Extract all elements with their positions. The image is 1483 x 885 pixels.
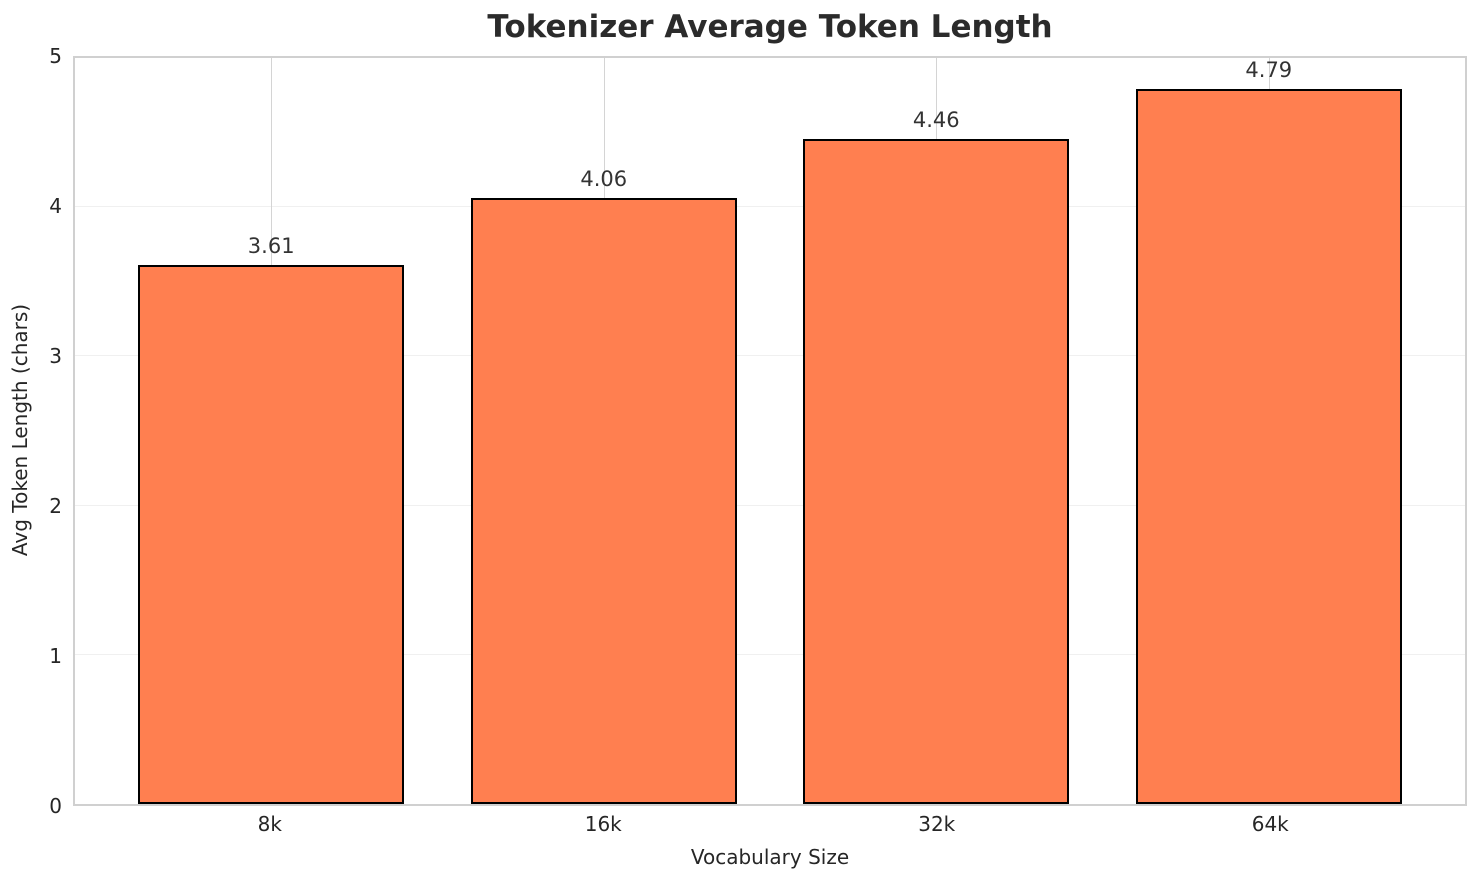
x-tick-label: 8k <box>257 812 282 836</box>
y-tick-label: 4 <box>49 194 62 218</box>
h-gridline <box>75 653 1465 655</box>
bar-value-label: 3.61 <box>247 234 295 259</box>
x-tick-label: 64k <box>1251 812 1289 836</box>
x-tick-label: 32k <box>918 812 956 836</box>
y-tick-label: 0 <box>49 794 62 818</box>
x-axis-ticks: 8k 16k 32k 64k <box>73 812 1467 838</box>
bar-value-label: 4.06 <box>580 167 628 192</box>
x-axis-label: Vocabulary Size <box>690 845 850 869</box>
bar <box>803 138 1070 804</box>
h-gridline <box>75 355 1465 357</box>
bar-value-label: 4.79 <box>1245 58 1293 83</box>
plot-area: 3.61 4.06 4.46 4.79 <box>73 56 1467 806</box>
chart-title: Tokenizer Average Token Length <box>487 9 1053 45</box>
bar <box>138 265 405 804</box>
bar-value-label: 4.46 <box>912 107 960 132</box>
bar <box>470 198 737 804</box>
y-tick-label: 5 <box>49 44 62 68</box>
bar <box>1135 89 1402 804</box>
x-tick-label: 16k <box>584 812 622 836</box>
h-gridline <box>75 504 1465 506</box>
h-gridline <box>75 206 1465 208</box>
y-tick-label: 2 <box>49 494 62 518</box>
y-tick-label: 1 <box>49 644 62 668</box>
y-tick-label: 3 <box>49 344 62 368</box>
y-axis-ticks: 0 1 2 3 4 5 <box>0 44 62 818</box>
